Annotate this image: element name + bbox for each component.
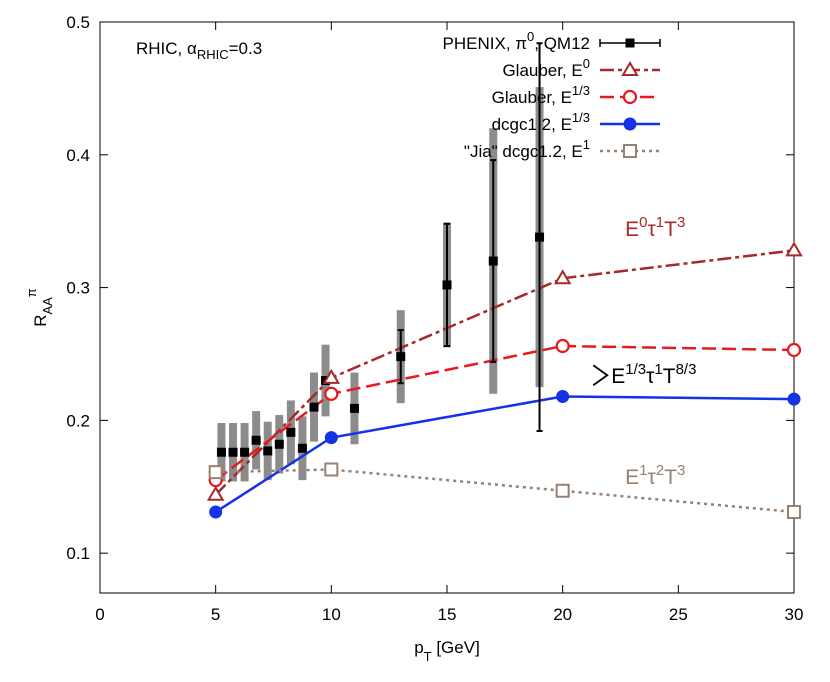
annotation-bracket bbox=[592, 364, 609, 386]
y-tick-label: 0.2 bbox=[66, 411, 90, 430]
series-point-3 bbox=[209, 505, 223, 519]
series-line-3 bbox=[214, 395, 795, 514]
x-tick-label: 20 bbox=[553, 605, 572, 624]
data-point bbox=[297, 443, 307, 453]
legend-sample-marker bbox=[621, 61, 639, 76]
legend-label-3: dcgc1.2, E1/3 bbox=[492, 110, 590, 134]
data-point bbox=[442, 280, 452, 290]
data-point bbox=[309, 402, 319, 412]
x-tick-label: 10 bbox=[322, 605, 341, 624]
x-tick-label: 25 bbox=[669, 605, 688, 624]
series-point-4 bbox=[208, 465, 223, 480]
x-tick-label: 30 bbox=[785, 605, 804, 624]
data-point bbox=[396, 352, 406, 362]
x-tick-label: 5 bbox=[211, 605, 220, 624]
legend-sample-marker bbox=[623, 117, 637, 131]
series-line-2 bbox=[214, 344, 795, 482]
series-markers bbox=[206, 232, 803, 519]
series-line-4 bbox=[215, 468, 795, 514]
data-point bbox=[240, 447, 250, 457]
data-point bbox=[535, 232, 545, 242]
legend-label-1: Glauber, E0 bbox=[502, 56, 590, 80]
legend: PHENIX, π0, QM12 Glauber, E0 Glauber, E1/3… bbox=[443, 29, 661, 161]
series-point-4 bbox=[555, 483, 570, 498]
series-point-1 bbox=[553, 269, 572, 285]
series-point-1 bbox=[206, 485, 225, 501]
data-point bbox=[488, 256, 498, 266]
annotation-e1: E1τ2T3 bbox=[625, 462, 685, 489]
series-point-3 bbox=[787, 392, 801, 406]
legend-label-0: PHENIX, π0, QM12 bbox=[443, 29, 590, 53]
data-point bbox=[274, 439, 284, 449]
x-tick-label: 0 bbox=[95, 605, 104, 624]
y-tick-label: 0.4 bbox=[66, 146, 90, 165]
series-point-3 bbox=[324, 431, 338, 445]
x-axis-title: pT [GeV] bbox=[414, 638, 480, 664]
y-tick-label: 0.5 bbox=[66, 13, 90, 32]
legend-sample-marker bbox=[623, 144, 637, 158]
legend-sample-marker bbox=[625, 38, 635, 48]
series-point-4 bbox=[324, 462, 339, 477]
y-tick-label: 0.3 bbox=[66, 279, 90, 298]
data-point bbox=[216, 447, 226, 457]
series-point-1 bbox=[785, 241, 803, 257]
chart-text: 0 5 10 15 20 25 30 0.1 0.2 0.3 0.4 0.5 pT [GeV] RAAπ R… bbox=[24, 13, 803, 664]
data-point bbox=[251, 435, 261, 445]
series-point-1 bbox=[322, 368, 341, 384]
x-tick-label: 15 bbox=[438, 605, 457, 624]
data-point bbox=[263, 446, 273, 456]
y-tick-label: 0.1 bbox=[66, 544, 90, 563]
annotation-e13: E1/3τ1T8/3 bbox=[611, 361, 696, 388]
legend-label-2: Glauber, E1/3 bbox=[492, 83, 590, 107]
data-point bbox=[349, 403, 359, 413]
corner-label: RHIC, αRHIC=0.3 bbox=[136, 39, 262, 62]
series-point-3 bbox=[556, 389, 570, 403]
annotation-e0: E0τ1T3 bbox=[625, 214, 685, 241]
series-point-2 bbox=[324, 386, 339, 401]
data-point bbox=[286, 427, 296, 437]
data-point bbox=[228, 447, 238, 457]
axis-ticks bbox=[99, 21, 795, 593]
legend-sample-marker bbox=[622, 89, 638, 105]
legend-label-4: "Jia" dcgc1.2, E1 bbox=[464, 137, 590, 161]
series-point-4 bbox=[787, 504, 801, 519]
y-axis-title: RAAπ bbox=[24, 288, 55, 327]
series-point-2 bbox=[555, 338, 570, 354]
series-point-2 bbox=[786, 342, 802, 358]
